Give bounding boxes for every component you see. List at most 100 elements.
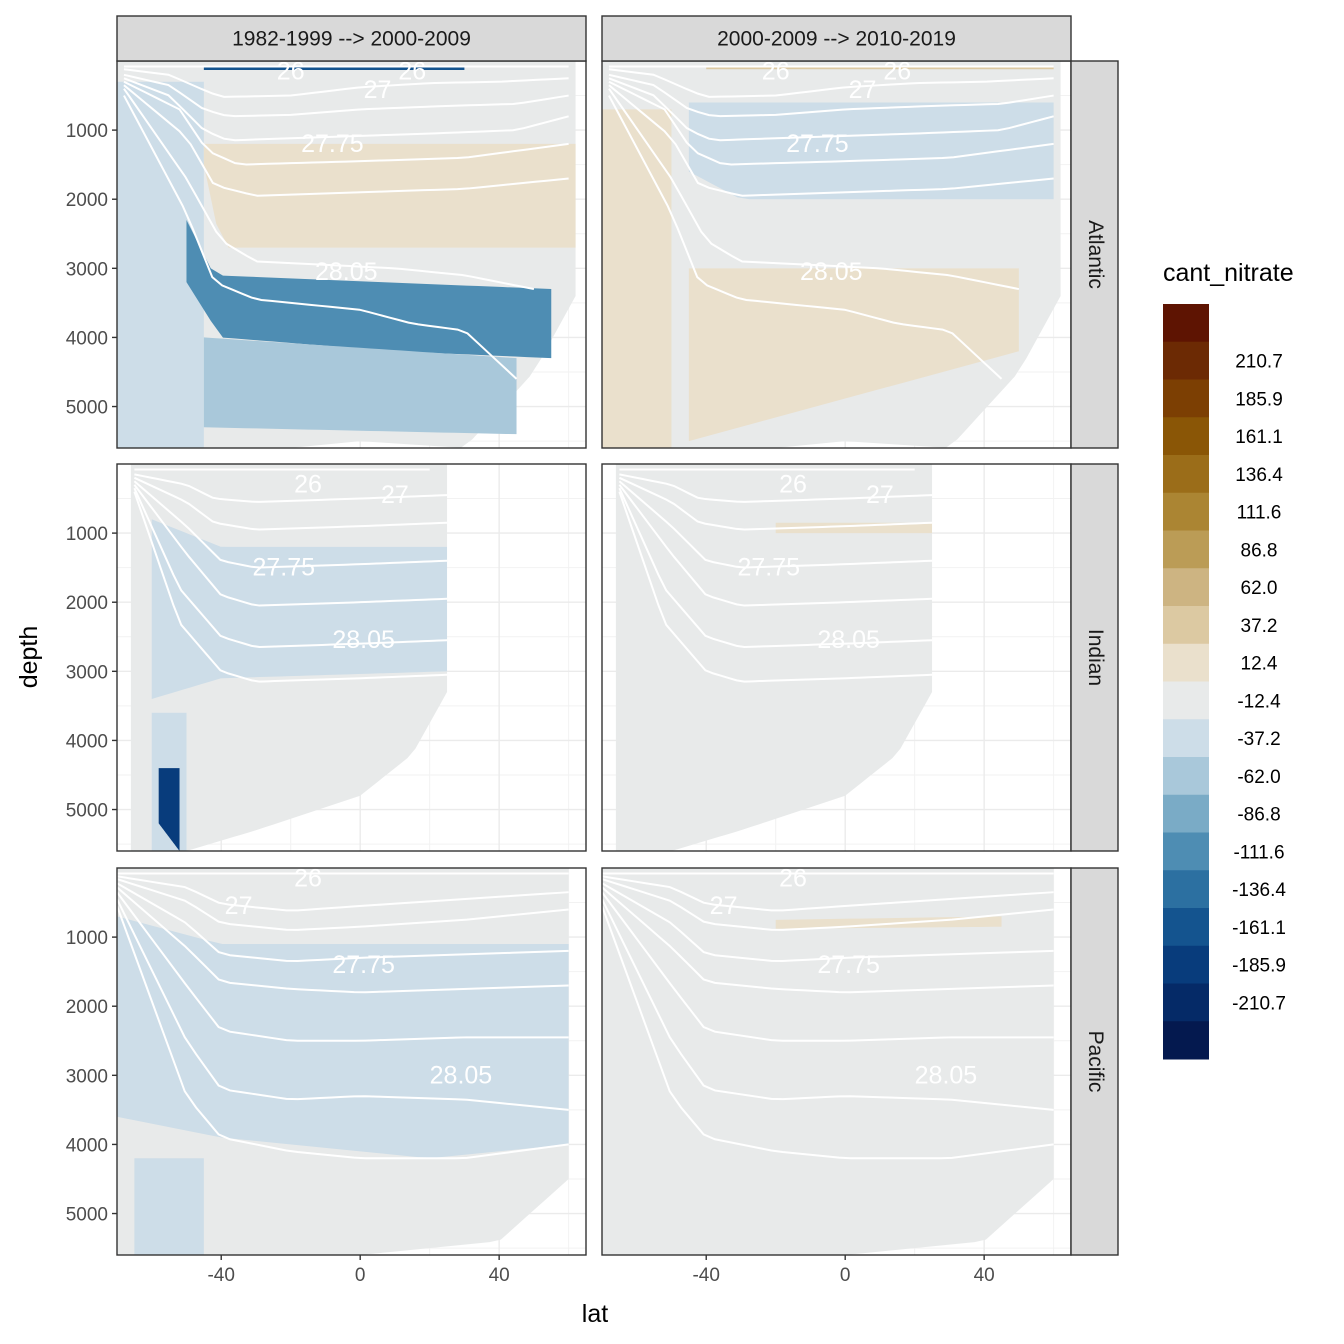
isopycnal-label: 27 [710,892,738,920]
isopycnal-label: 26 [398,57,426,85]
isopycnal-line [133,484,448,607]
row-strip-pacific: Pacific [1070,867,1119,1256]
isopycnal-line [123,77,569,142]
legend-swatch [1163,643,1209,682]
legend-swatch [1163,983,1209,1022]
row-strip-label: Atlantic [1084,220,1107,289]
x-tick-label: 0 [355,1265,366,1286]
anomaly-band [688,268,1019,442]
isopycnal-line [619,473,933,503]
y-tick-label: 5000 [66,801,108,822]
isopycnal-line [123,84,569,197]
legend-break-label: 136.4 [1235,465,1283,486]
legend-swatch [1163,568,1209,607]
isopycnal-label: 27 [849,76,877,104]
isopycnal-label: 27 [364,76,392,104]
isopycnal-line [602,891,1054,1042]
isopycnal-line [608,68,1054,98]
y-tick-label: 2000 [66,997,108,1018]
isopycnal-line [134,473,448,503]
legend-break-label: 86.8 [1241,540,1278,561]
y-tick-label: 4000 [66,1135,108,1156]
isopycnal-label: 26 [277,57,305,85]
y-tick-label: 3000 [66,662,108,683]
legend-break-label: 185.9 [1235,389,1283,410]
isopycnal-label: 27.75 [817,951,880,979]
isopycnal-line [618,480,933,569]
anomaly-band [688,102,1054,200]
y-tick-label: 2000 [66,593,108,614]
legend-break-label: 12.4 [1241,654,1278,675]
isopycnal-line [123,88,535,291]
isopycnal-label: 28.05 [817,626,880,654]
legend-break-label: -210.7 [1232,993,1286,1014]
isopycnal-line [117,875,569,912]
legend-swatch [1163,1021,1209,1060]
anomaly-band [117,916,569,1158]
isopycnal-line [602,886,1054,994]
isopycnal-line [608,80,1054,166]
isopycnal-line [618,476,933,531]
legend-swatch [1163,870,1209,909]
legend-break-label: -136.4 [1232,880,1286,901]
legend-swatch [1163,341,1209,380]
x-tick-label: -40 [207,1265,234,1286]
y-tick-label: 3000 [66,259,108,280]
isopycnal-label: 26 [779,864,807,892]
axes: 1000200030004000500010002000300040005000… [66,121,995,1286]
x-axis-title: lat [582,1300,608,1328]
x-tick-label: -40 [692,1265,719,1286]
legend-swatch [1163,455,1209,494]
panel-border [116,867,587,1256]
legend-swatch [1163,757,1209,796]
isopycnal-line [608,77,1054,142]
legend-break-label: 62.0 [1241,578,1278,599]
legend-swatch [1163,417,1209,456]
isopycnal-line [608,84,1054,197]
isopycnal-label: 27 [866,481,894,509]
isopycnal-line [123,68,569,98]
column-strip-label: 1982-1999 --> 2000-2009 [232,28,471,51]
isopycnal-label: 28.05 [800,258,863,286]
isopycnal-label: 27.75 [332,951,395,979]
isopycnal-label: 28.05 [315,258,378,286]
isopycnal-line [117,905,569,1160]
y-tick-label: 1000 [66,928,108,949]
isopycnal-label: 27 [381,481,409,509]
strip-background [1070,463,1119,852]
column-strip-label: 2000-2009 --> 2010-2019 [717,28,956,51]
isopycnal-label: 27.75 [252,554,315,582]
strip-background [601,15,1072,62]
panel-plot-area: 26 27 27.75 28.05 [602,864,1071,1255]
panel-plot-area: 26 27 27.75 28.05 [117,868,586,1255]
isopycnal-line [608,73,1054,118]
isopycnal-line [123,95,518,380]
anomaly-band [158,768,180,851]
isopycnal-line [133,491,448,683]
section-field-neutral [615,464,933,851]
legend-swatch [1163,304,1209,343]
legend-break-label: 111.6 [1237,503,1282,524]
isopycnal-line [117,878,569,931]
facet-strips: 1982-1999 --> 2000-2009 2000-2009 --> 201… [116,15,1119,1256]
isopycnal-label: 27 [225,892,253,920]
strip-background [1070,867,1119,1256]
y-tick-label: 1000 [66,121,108,142]
isopycnal-label: 26 [883,57,911,85]
isopycnal-label: 26 [762,57,790,85]
legend-break-label: -86.8 [1237,805,1280,826]
anomaly-band [134,1158,204,1255]
isopycnal-line [133,487,448,649]
panel-indian-2: 26 27 27.75 28.05 [601,463,1072,852]
isopycnal-line [608,88,1020,291]
isopycnal-line [117,882,569,962]
legend-break-label: 37.2 [1241,616,1278,637]
legend-break-label: -185.9 [1232,956,1286,977]
isopycnal-label: 28.05 [430,1061,493,1089]
legend-break-label: -12.4 [1237,691,1281,712]
isopycnal-label: 26 [294,471,322,499]
y-tick-label: 5000 [66,1205,108,1226]
